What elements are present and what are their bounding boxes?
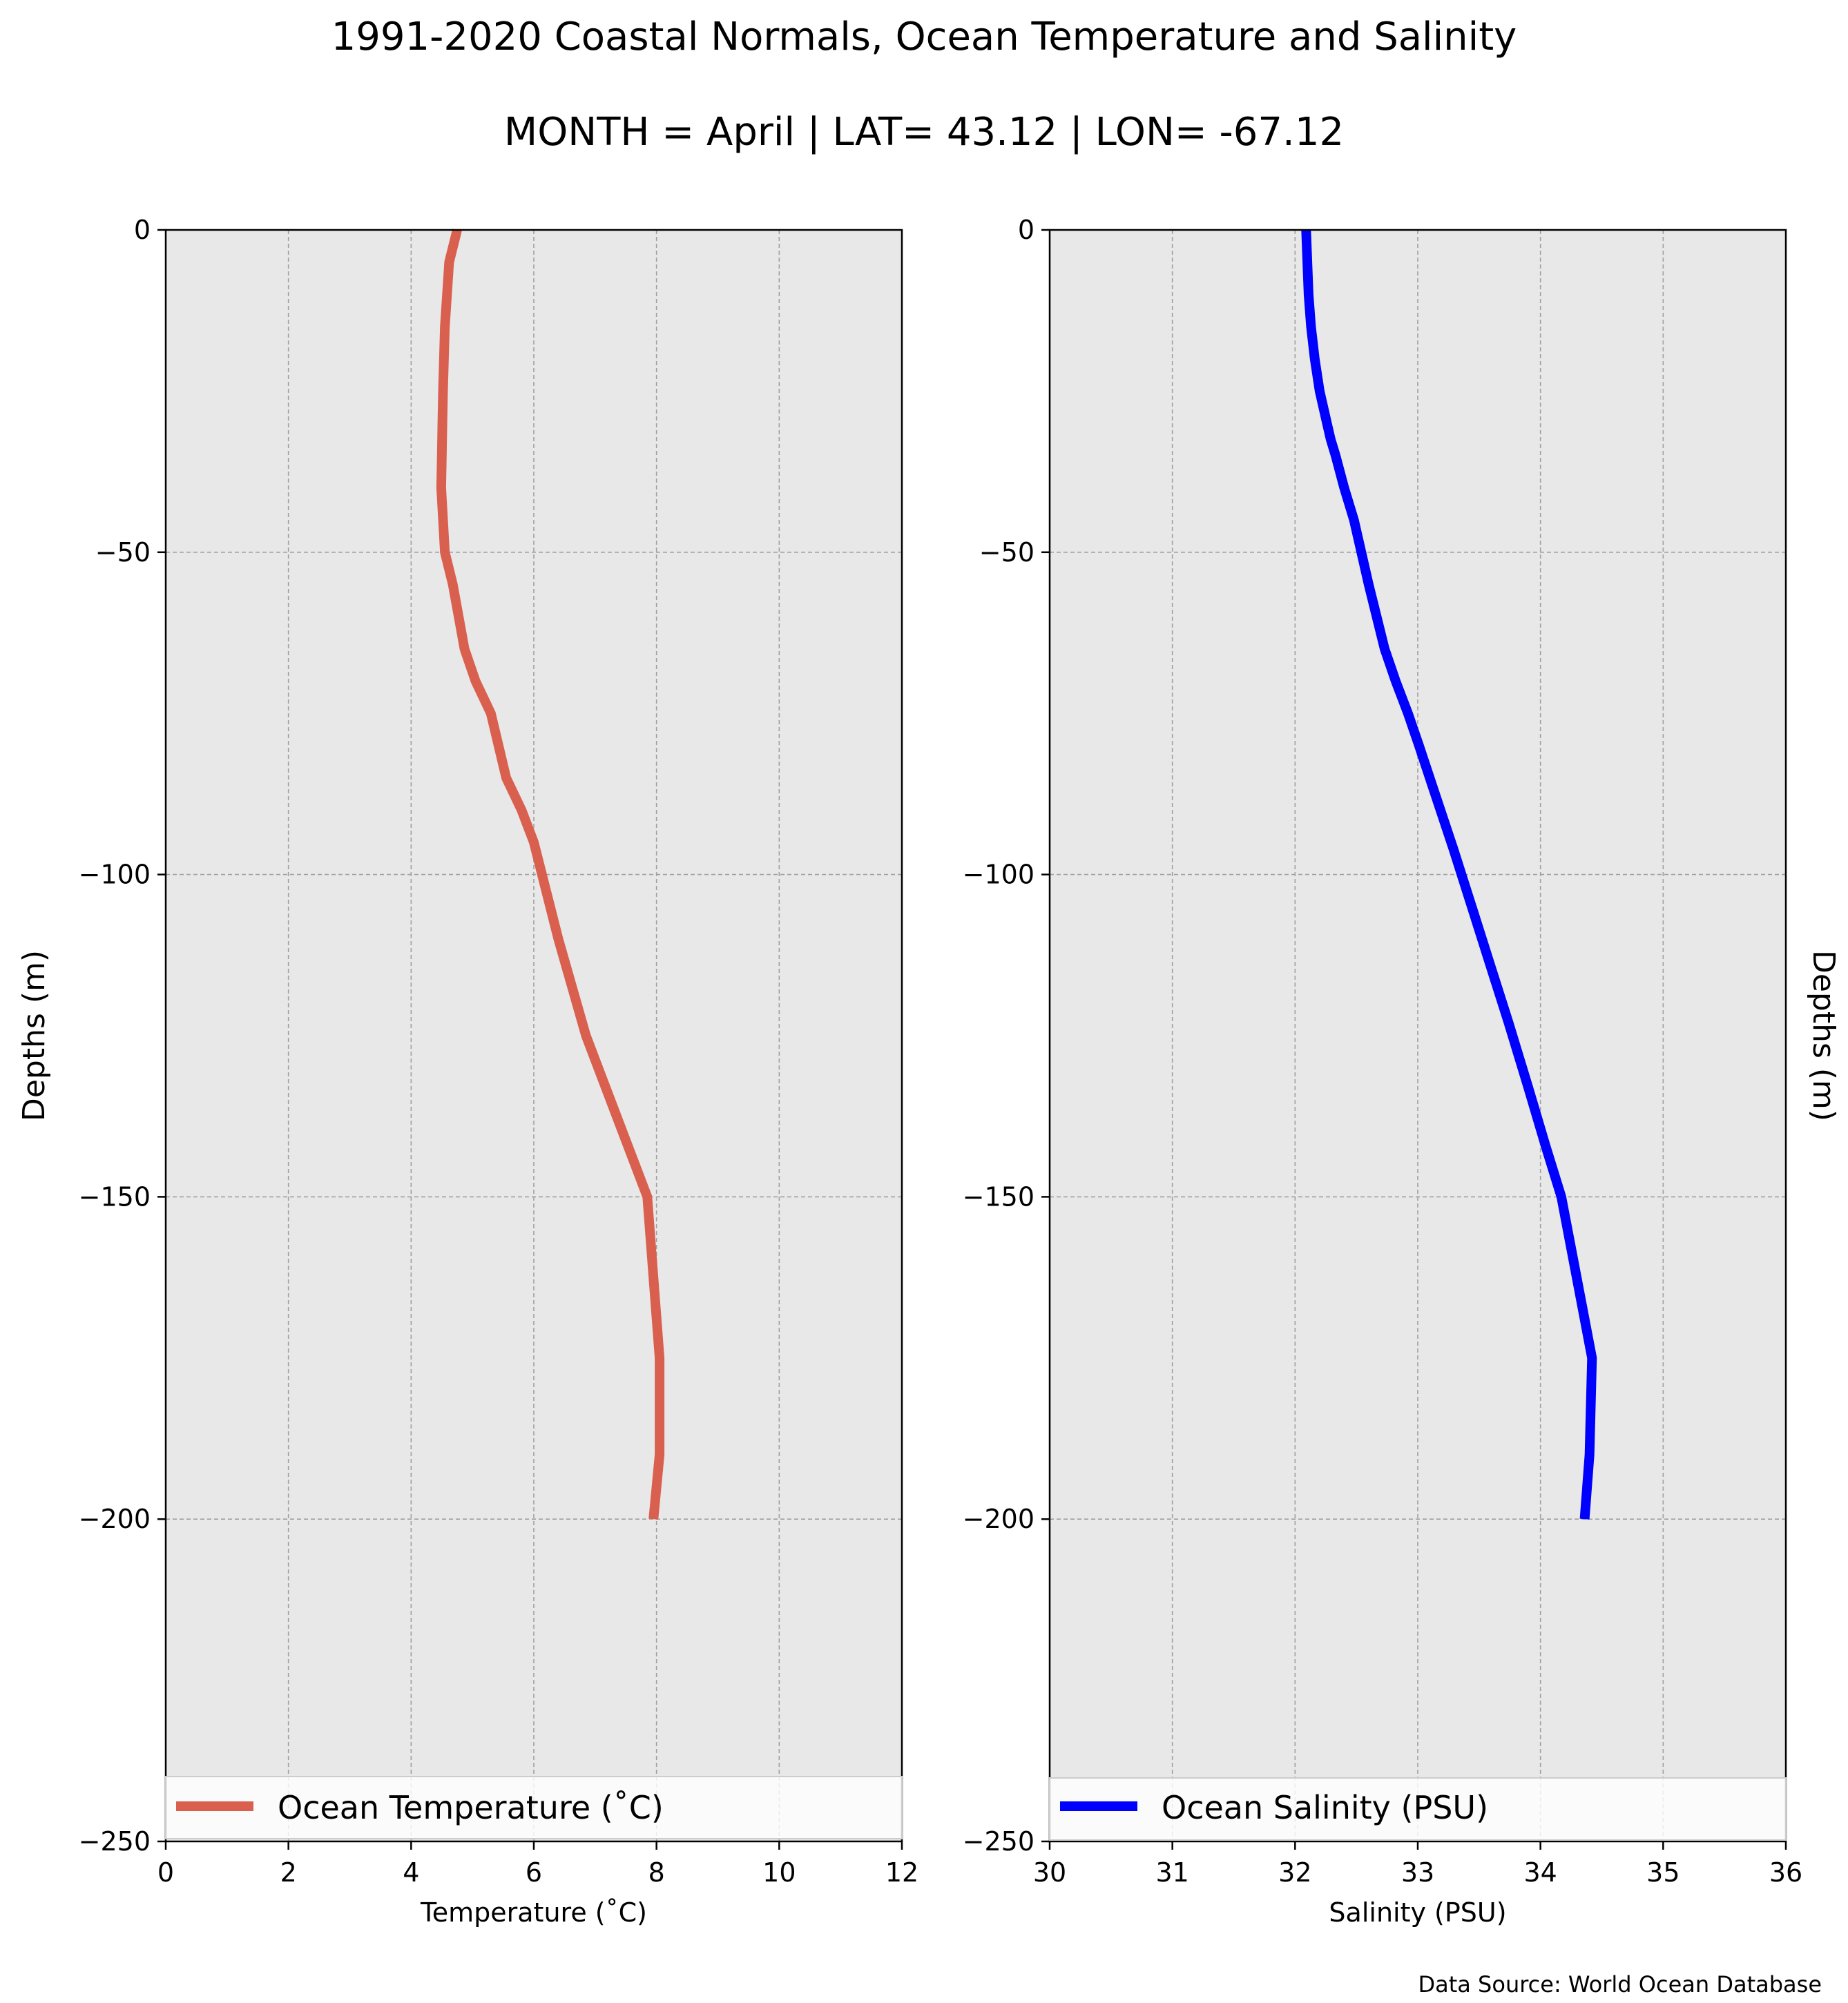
temperature-legend[interactable]: Ocean Temperature (˚C) [165, 1776, 903, 1839]
salinity-x-tick-label-2: 32 [1278, 1857, 1311, 1888]
temperature-x-tick-label-6: 12 [885, 1857, 918, 1888]
salinity-y-tick-label-3: −150 [963, 1181, 1034, 1212]
temperature-x-tick-label-3: 6 [526, 1857, 542, 1888]
salinity-x-tick-label-6: 36 [1769, 1857, 1802, 1888]
temperature-x-tick-label-0: 0 [157, 1857, 174, 1888]
temperature-panel: 0 2 4 6 8 10 12 0 −50 −100 −150 −200 −250 Ocean Temp… [17, 215, 918, 1928]
salinity-legend-box [1049, 1777, 1787, 1841]
salinity-y-tick-label-1: −50 [979, 537, 1034, 568]
temperature-y-tick-label-0: 0 [134, 215, 151, 245]
temperature-ticks: 0 2 4 6 8 10 12 0 −50 −100 −150 −200 −250 [79, 215, 919, 1888]
salinity-x-tick-label-3: 33 [1401, 1857, 1434, 1888]
salinity-y-axis-label: Depths (m) [1806, 950, 1841, 1121]
salinity-x-tick-label-0: 30 [1033, 1857, 1066, 1888]
salinity-legend[interactable]: Ocean Salinity (PSU) [1049, 1777, 1787, 1841]
salinity-y-tick-label-4: −200 [963, 1504, 1034, 1534]
temperature-x-axis-label: Temperature (˚C) [420, 1897, 647, 1928]
temperature-legend-box [165, 1776, 903, 1839]
salinity-y-tick-label-0: 0 [1018, 215, 1034, 245]
temperature-grid [166, 230, 902, 1841]
salinity-x-tick-label-4: 34 [1523, 1857, 1557, 1888]
temperature-y-tick-label-1: −50 [95, 537, 151, 568]
temperature-x-tick-label-5: 10 [762, 1857, 796, 1888]
temperature-y-tick-label-4: −200 [79, 1504, 151, 1534]
salinity-legend-label: Ocean Salinity (PSU) [1162, 1789, 1488, 1826]
temperature-plot-frame [164, 229, 903, 1843]
salinity-plot-frame [1048, 229, 1787, 1843]
temperature-legend-label: Ocean Temperature (˚C) [278, 1789, 664, 1826]
salinity-panel: 30 31 32 33 34 35 36 0 −50 −100 −150 −200 −250 Ocean… [963, 215, 1841, 1928]
salinity-x-tick-label-5: 35 [1646, 1857, 1679, 1888]
temperature-x-tick-label-2: 4 [403, 1857, 419, 1888]
temperature-x-tick-label-1: 2 [280, 1857, 297, 1888]
salinity-y-tick-label-2: −100 [963, 860, 1034, 890]
salinity-y-tick-label-5: −250 [963, 1826, 1034, 1857]
temperature-y-tick-label-5: −250 [79, 1826, 151, 1857]
temperature-y-tick-label-2: −100 [79, 860, 151, 890]
temperature-series-line [436, 229, 665, 1520]
figure-subtitle: MONTH = April | LAT= 43.12 | LON= -67.12 [504, 110, 1344, 155]
temperature-y-tick-label-3: −150 [79, 1181, 151, 1212]
figure-title: 1991-2020 Coastal Normals, Ocean Tempera… [331, 14, 1517, 59]
salinity-series-line [1301, 229, 1597, 1520]
data-source-note: Data Source: World Ocean Database [1418, 1971, 1822, 1997]
salinity-ticks: 30 31 32 33 34 35 36 0 −50 −100 −150 −200 −250 [963, 215, 1803, 1888]
temperature-y-axis-label: Depths (m) [17, 950, 52, 1121]
salinity-grid [1050, 230, 1786, 1841]
temperature-x-tick-label-4: 8 [648, 1857, 665, 1888]
salinity-x-axis-label: Salinity (PSU) [1329, 1897, 1506, 1928]
salinity-x-tick-label-1: 31 [1155, 1857, 1188, 1888]
